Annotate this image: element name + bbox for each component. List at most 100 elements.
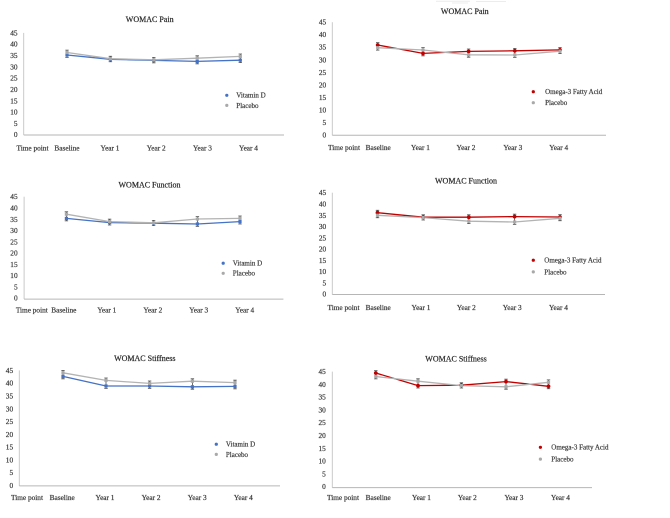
svg-text:Time point: Time point [328,303,360,312]
svg-text:10: 10 [319,267,327,276]
svg-text:Placebo: Placebo [236,102,259,110]
svg-text:0: 0 [9,481,13,490]
svg-text:Year 4: Year 4 [239,144,258,153]
svg-text:30: 30 [10,62,18,71]
svg-text:Vitamin D: Vitamin D [226,441,255,449]
svg-text:WOMAC Stiffness: WOMAC Stiffness [425,355,486,364]
svg-text:Omega-3 Fatty Acid: Omega-3 Fatty Acid [544,257,602,265]
svg-text:40: 40 [10,40,18,49]
svg-text:25: 25 [10,237,18,246]
svg-text:Year 4: Year 4 [549,303,568,312]
svg-text:Year 2: Year 2 [457,143,476,152]
svg-text:Year 2: Year 2 [458,493,477,502]
svg-text:25: 25 [319,68,327,77]
svg-text:0: 0 [323,290,327,299]
svg-text:Baseline: Baseline [366,303,391,312]
svg-text:10: 10 [319,105,327,114]
svg-text:Baseline: Baseline [51,306,76,315]
svg-text:35: 35 [319,43,327,52]
svg-text:30: 30 [6,404,14,413]
svg-text:40: 40 [10,204,18,213]
svg-text:45: 45 [10,192,18,201]
svg-text:15: 15 [319,256,327,265]
svg-text:Year 3: Year 3 [504,493,523,502]
svg-text:Omega-3 Fatty Acid: Omega-3 Fatty Acid [551,444,609,452]
svg-text:45: 45 [319,367,327,376]
svg-text:Year 3: Year 3 [503,303,522,312]
svg-text:20: 20 [10,85,18,94]
svg-text:Placebo: Placebo [545,99,568,107]
svg-text:5: 5 [14,119,18,128]
svg-text:Year 4: Year 4 [234,493,253,502]
svg-text:25: 25 [319,233,327,242]
svg-text:40: 40 [319,30,327,39]
svg-text:Placebo: Placebo [226,451,249,459]
svg-text:15: 15 [10,96,18,105]
svg-text:WOMAC Pain: WOMAC Pain [126,15,174,24]
svg-text:45: 45 [319,188,327,197]
svg-text:Year 2: Year 2 [142,493,161,502]
svg-text:30: 30 [10,226,18,235]
svg-text:20: 20 [10,249,18,258]
svg-text:Baseline: Baseline [50,493,75,502]
svg-text:Year 2: Year 2 [147,144,166,153]
svg-text:35: 35 [6,392,14,401]
svg-text:15: 15 [10,260,18,269]
svg-text:WOMAC Function: WOMAC Function [435,177,497,186]
svg-text:40: 40 [319,380,327,389]
svg-text:0: 0 [322,482,326,491]
svg-text:40: 40 [319,200,327,209]
svg-text:5: 5 [323,278,327,287]
svg-text:Time point: Time point [327,493,359,502]
svg-text:Time point: Time point [17,144,49,153]
svg-text:35: 35 [319,211,327,220]
svg-text:Year 1: Year 1 [411,143,430,152]
svg-text:30: 30 [319,55,327,64]
svg-text:10: 10 [319,457,327,466]
svg-text:5: 5 [323,118,327,127]
svg-text:Baseline: Baseline [366,493,391,502]
svg-text:25: 25 [10,74,18,83]
svg-text:5: 5 [14,282,18,291]
svg-text:10: 10 [6,455,14,464]
svg-text:WOMAC Function: WOMAC Function [119,181,181,190]
svg-text:Year 3: Year 3 [189,306,208,315]
svg-text:Placebo: Placebo [551,456,574,464]
svg-text:25: 25 [319,418,327,427]
svg-text:Year 3: Year 3 [188,493,207,502]
svg-text:30: 30 [319,222,327,231]
svg-text:35: 35 [10,215,18,224]
svg-text:Year 2: Year 2 [143,306,162,315]
svg-text:Time point: Time point [11,493,43,502]
svg-text:Placebo: Placebo [233,270,256,278]
svg-text:Year 1: Year 1 [412,303,431,312]
svg-text:Year 1: Year 1 [96,493,115,502]
svg-text:Year 3: Year 3 [503,143,522,152]
svg-text:5: 5 [322,469,326,478]
svg-text:10: 10 [10,108,18,117]
svg-text:20: 20 [319,80,327,89]
svg-text:30: 30 [319,405,327,414]
svg-text:35: 35 [319,393,327,402]
svg-text:Year 2: Year 2 [457,303,476,312]
svg-text:Year 3: Year 3 [193,144,212,153]
svg-text:WOMAC Stiffness: WOMAC Stiffness [114,354,175,363]
svg-text:Year 1: Year 1 [97,306,116,315]
svg-text:Vitamin D: Vitamin D [236,92,265,100]
svg-text:15: 15 [319,93,327,102]
svg-text:20: 20 [319,431,327,440]
svg-text:20: 20 [319,245,327,254]
svg-text:5: 5 [9,468,13,477]
svg-text:Vitamin D: Vitamin D [233,260,262,268]
svg-text:0: 0 [14,130,18,139]
svg-text:Time point: Time point [328,143,360,152]
svg-text:Baseline: Baseline [54,144,79,153]
svg-text:Time point: Time point [16,306,48,315]
svg-text:10: 10 [10,271,18,280]
svg-text:Baseline: Baseline [366,143,391,152]
svg-text:Year 4: Year 4 [551,493,570,502]
svg-text:Omega-3 Fatty Acid: Omega-3 Fatty Acid [545,88,603,96]
svg-text:Year 4: Year 4 [549,143,568,152]
svg-text:Year 4: Year 4 [235,306,254,315]
svg-text:40: 40 [6,379,14,388]
